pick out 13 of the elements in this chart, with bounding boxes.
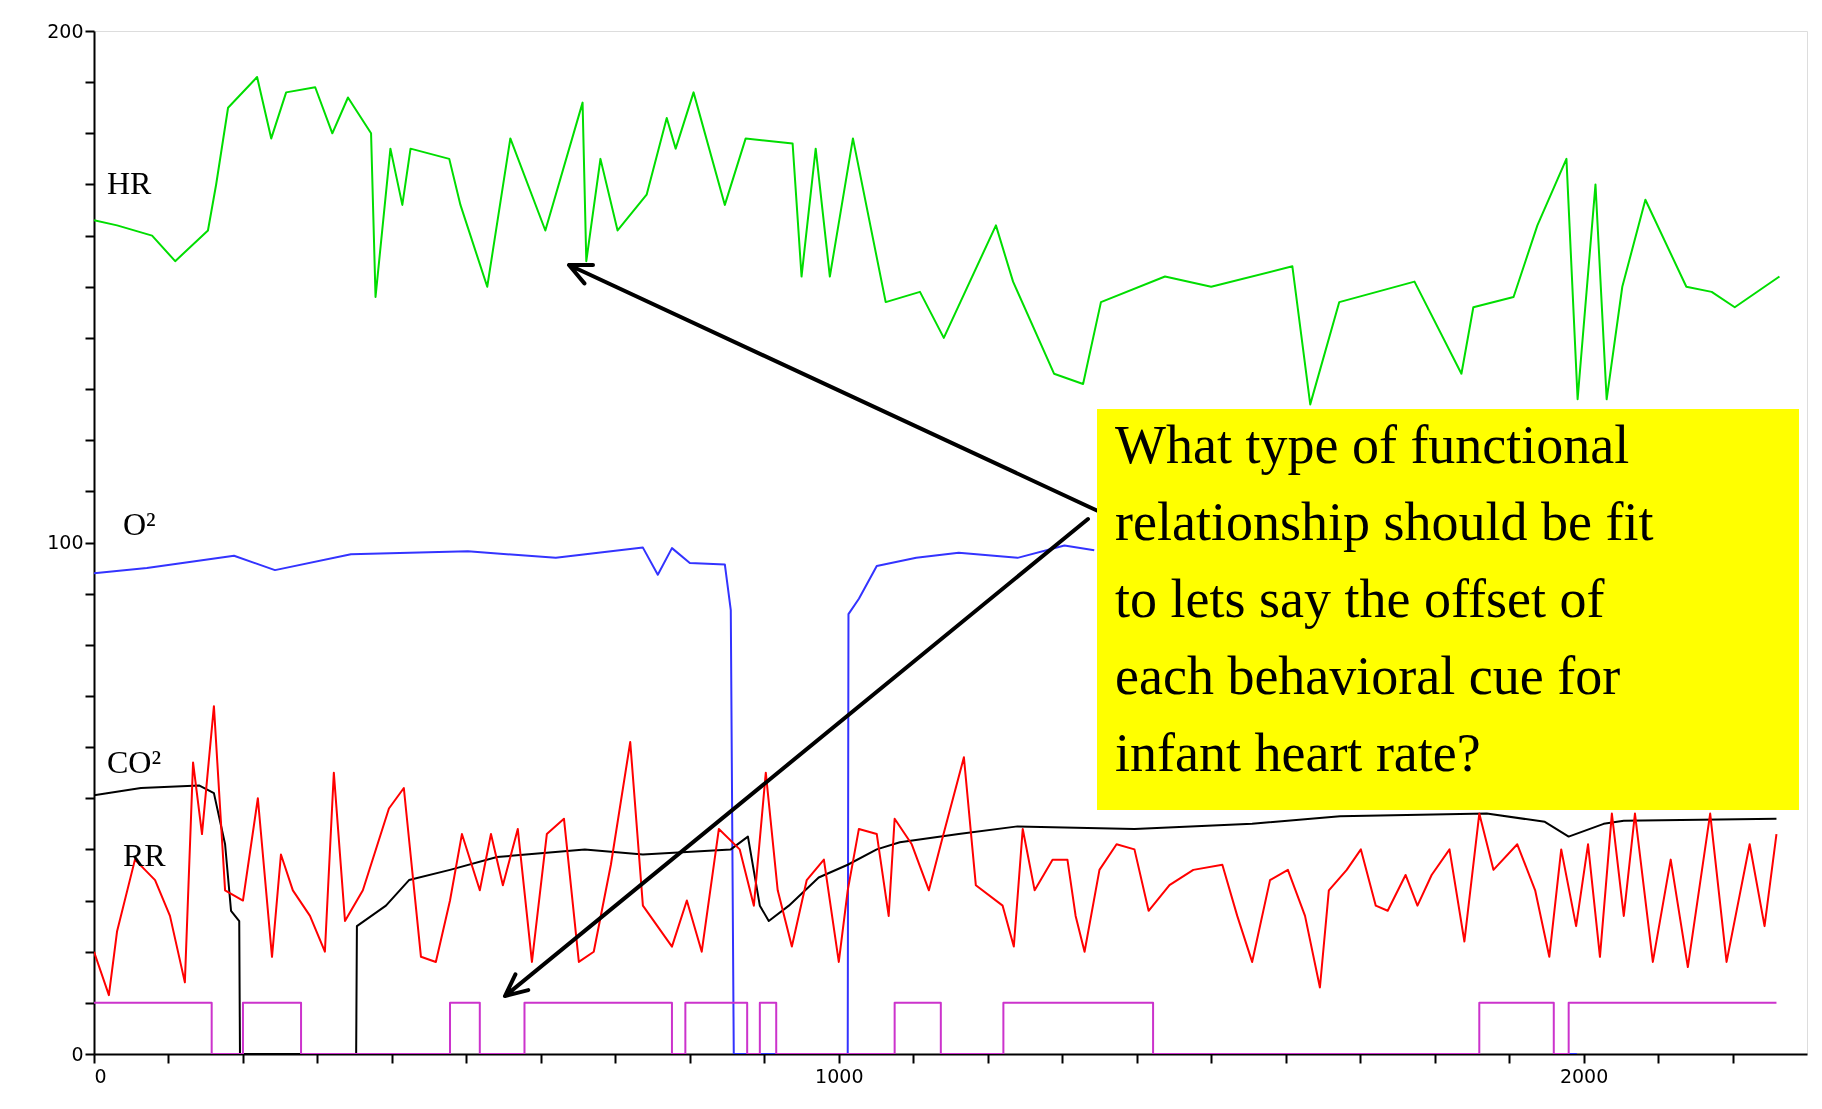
- line-series: [94, 76, 1781, 406]
- x-tick-label: 0: [94, 1064, 107, 1087]
- annotation: What type of functional relationship should be fit to lets say the offset of each behavioral cue for infant heart rate?: [1115, 415, 1654, 783]
- series-label: RR: [123, 836, 167, 873]
- series-label: HR: [107, 165, 153, 202]
- y-tick-label: 200: [47, 19, 84, 42]
- series-label: CO²: [107, 744, 162, 781]
- series-label: O²: [123, 506, 156, 543]
- y-tick-label: 0: [71, 1042, 84, 1065]
- x-tick-label: 2000: [1559, 1064, 1609, 1087]
- y-tick-label: 100: [47, 531, 84, 553]
- line-series: [94, 705, 1778, 997]
- x-tick-label: 1000: [815, 1064, 864, 1087]
